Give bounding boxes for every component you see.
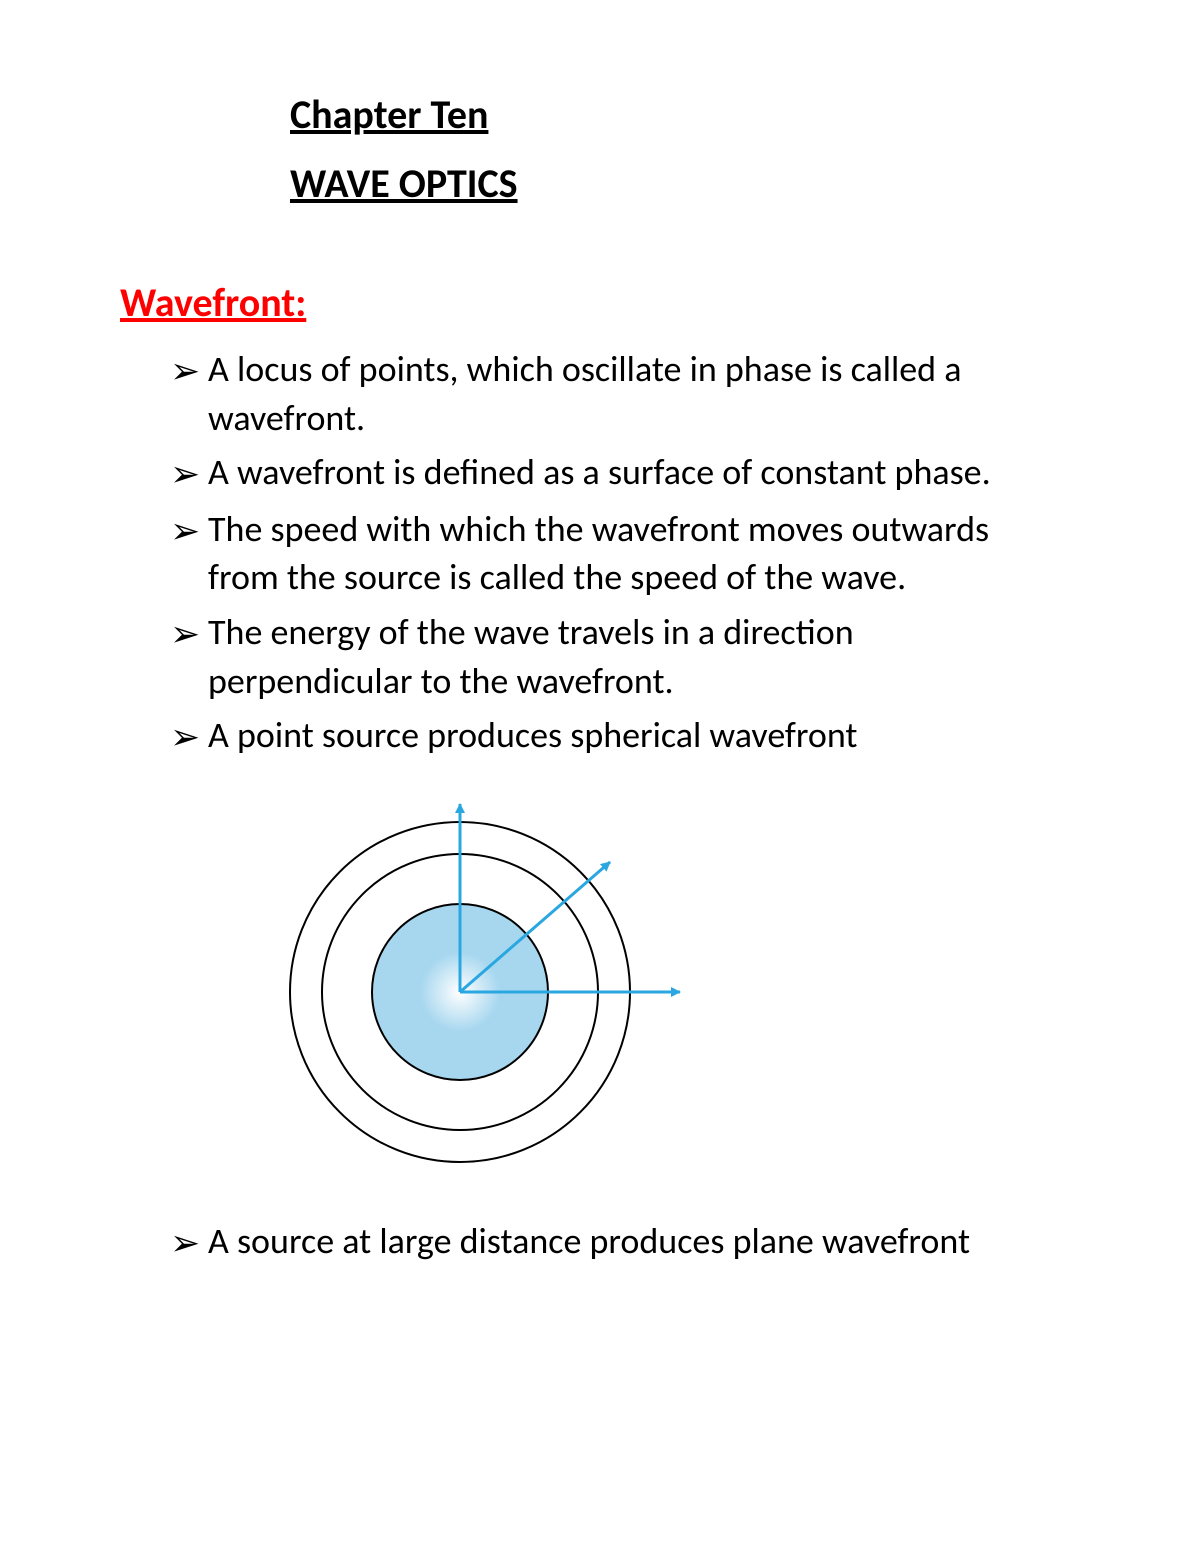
- bullet-text: The speed with which the wavefront moves…: [208, 505, 1060, 602]
- bullet-arrow-icon: ➢: [170, 610, 206, 659]
- spherical-wavefront-diagram: [240, 792, 1080, 1177]
- bullet-item: ➢A source at large distance produces pla…: [170, 1217, 1060, 1268]
- bullet-text: The energy of the wave travels in a dire…: [208, 608, 1060, 705]
- chapter-title-heading: WAVE OPTICS: [290, 159, 1080, 208]
- bullet-item: ➢The energy of the wave travels in a dir…: [170, 608, 1060, 705]
- bullet-text: A locus of points, which oscillate in ph…: [208, 345, 1060, 442]
- bullet-arrow-icon: ➢: [170, 347, 206, 396]
- bullet-arrow-icon: ➢: [170, 1219, 206, 1268]
- bullet-item: ➢A locus of points, which oscillate in p…: [170, 345, 1060, 442]
- bullet-arrow-icon: ➢: [170, 450, 206, 499]
- bullet-text: A point source produces spherical wavefr…: [208, 711, 1060, 760]
- bullet-list-before-diagram: ➢A locus of points, which oscillate in p…: [170, 345, 1060, 762]
- title-block: Chapter Ten WAVE OPTICS: [290, 90, 1080, 208]
- bullet-text: A wavefront is defined as a surface of c…: [208, 448, 1060, 497]
- bullet-arrow-icon: ➢: [170, 713, 206, 762]
- bullet-arrow-icon: ➢: [170, 507, 206, 556]
- bullet-item: ➢A wavefront is defined as a surface of …: [170, 448, 1060, 499]
- bullet-list-after-diagram: ➢A source at large distance produces pla…: [170, 1217, 1060, 1268]
- chapter-number-heading: Chapter Ten: [290, 90, 1080, 139]
- bullet-text: A source at large distance produces plan…: [208, 1217, 1060, 1266]
- bullet-item: ➢ A point source produces spherical wave…: [170, 711, 1060, 762]
- document-page: Chapter Ten WAVE OPTICS Wavefront: ➢A lo…: [0, 0, 1200, 1553]
- bullet-item: ➢The speed with which the wavefront move…: [170, 505, 1060, 602]
- section-heading-wavefront: Wavefront:: [120, 278, 1080, 327]
